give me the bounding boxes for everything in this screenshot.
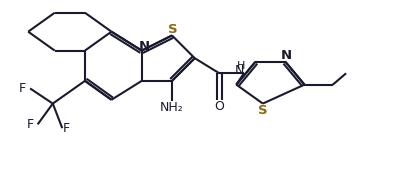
Text: F: F: [62, 122, 69, 135]
Text: N: N: [281, 49, 292, 62]
Text: F: F: [19, 82, 26, 95]
Text: NH₂: NH₂: [160, 101, 184, 114]
Text: S: S: [168, 22, 177, 36]
Text: H: H: [237, 61, 245, 71]
Text: N: N: [234, 64, 244, 77]
Text: N: N: [139, 40, 150, 53]
Text: S: S: [258, 104, 268, 117]
Text: F: F: [27, 118, 34, 131]
Text: O: O: [214, 100, 224, 113]
